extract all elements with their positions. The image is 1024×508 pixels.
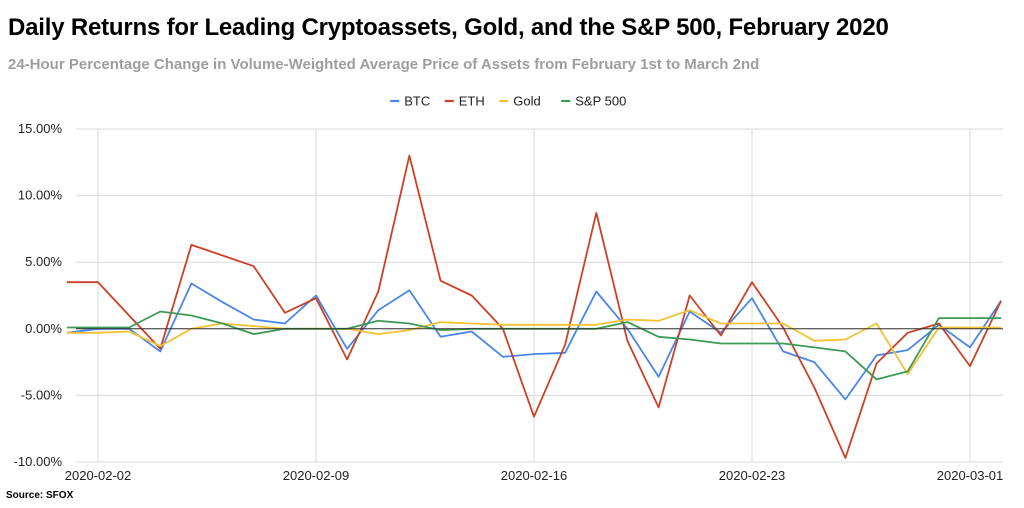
- y-tick-label: -10.00%: [14, 454, 63, 469]
- series-lines: [66, 154, 1003, 459]
- chart-title: Daily Returns for Leading Cryptoassets, …: [8, 14, 889, 41]
- y-tick-label: 15.00%: [18, 121, 63, 136]
- x-tick-label: 2020-02-16: [501, 468, 568, 483]
- x-tick-label: 2020-02-09: [283, 468, 350, 483]
- chart-legend: BTC ETH Gold S&P 500: [390, 94, 626, 109]
- x-tick-label: 2020-03-01: [937, 468, 1004, 483]
- legend-label-s-p-500: S&P 500: [575, 94, 626, 109]
- legend-label-gold: Gold: [513, 94, 540, 109]
- legend-label-eth: ETH: [459, 94, 485, 109]
- y-axis-ticks: -10.00% -5.00% 0.00% 5.00% 10.00% 15.00%: [14, 121, 63, 469]
- y-tick-label: 5.00%: [25, 254, 62, 269]
- chart-subtitle: 24-Hour Percentage Change in Volume-Weig…: [8, 56, 760, 73]
- y-tick-label: -5.00%: [21, 387, 63, 402]
- chart-grid: [76, 128, 1003, 463]
- y-tick-label: 10.00%: [18, 188, 63, 203]
- x-axis-ticks: 2020-02-02 2020-02-09 2020-02-16 2020-02-23…: [65, 468, 1004, 483]
- series-line-eth: [66, 154, 1002, 459]
- line-chart: BTC ETH Gold S&P 500 -10.00% -5.00% 0.00% 5.00…: [14, 94, 1004, 484]
- series-line-btc: [66, 282, 1002, 401]
- legend-label-btc: BTC: [404, 94, 430, 109]
- x-tick-label: 2020-02-23: [719, 468, 786, 483]
- source-note: Source: SFOX: [6, 490, 74, 501]
- x-tick-label: 2020-02-02: [65, 468, 132, 483]
- y-tick-label: 0.00%: [25, 321, 62, 336]
